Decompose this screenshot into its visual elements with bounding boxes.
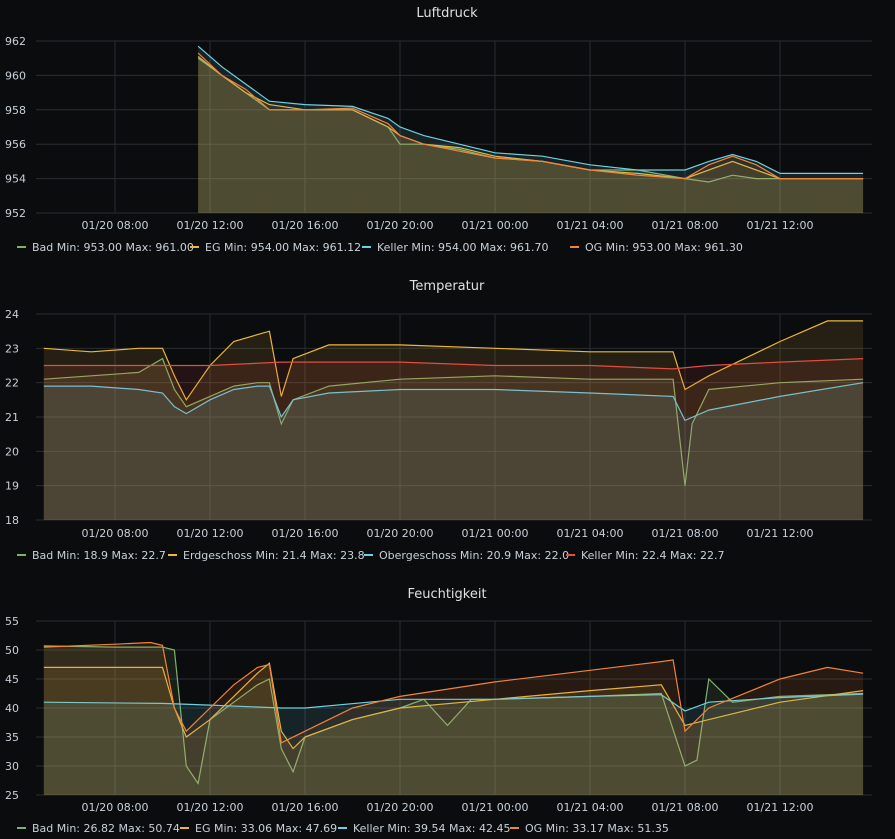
legend-item-og[interactable]: OG Min: 953.00 Max: 961.30: [585, 241, 743, 254]
x-tick-label: 01/21 00:00: [462, 801, 529, 814]
y-tick-label: 55: [5, 615, 19, 628]
x-tick-label: 01/20 08:00: [82, 219, 149, 232]
legend-item-obergeschoss[interactable]: Obergeschoss Min: 20.9 Max: 22.0: [379, 549, 569, 562]
legend-item-keller[interactable]: Keller Min: 954.00 Max: 961.70: [377, 241, 548, 254]
series-area-bad: [198, 58, 864, 214]
y-tick-label: 962: [5, 35, 26, 48]
x-tick-label: 01/20 20:00: [367, 527, 434, 540]
x-tick-label: 01/20 12:00: [177, 801, 244, 814]
y-tick-label: 35: [5, 731, 19, 744]
y-tick-label: 24: [5, 308, 19, 321]
x-tick-label: 01/20 20:00: [367, 219, 434, 232]
legend-item-erdgeschoss[interactable]: Erdgeschoss Min: 21.4 Max: 23.8: [183, 549, 365, 562]
chart-title: Temperatur: [409, 279, 485, 294]
x-tick-label: 01/20 12:00: [177, 527, 244, 540]
x-tick-label: 01/21 04:00: [557, 219, 624, 232]
x-tick-label: 01/20 16:00: [272, 801, 339, 814]
series-line-erdgeschoss: [43, 320, 864, 401]
x-tick-label: 01/21 12:00: [747, 527, 814, 540]
x-tick-label: 01/20 08:00: [82, 527, 149, 540]
series-area-bad: [43, 645, 864, 795]
series-area-og: [198, 53, 864, 213]
x-tick-label: 01/21 00:00: [462, 527, 529, 540]
y-tick-label: 18: [5, 514, 19, 527]
y-tick-label: 952: [5, 207, 26, 220]
x-tick-label: 01/21 04:00: [557, 801, 624, 814]
legend-item-eg[interactable]: EG Min: 954.00 Max: 961.12: [205, 241, 361, 254]
legend-item-bad[interactable]: Bad Min: 18.9 Max: 22.7: [32, 549, 166, 562]
y-tick-label: 19: [5, 480, 19, 493]
x-tick-label: 01/20 16:00: [272, 527, 339, 540]
series-line-bad: [43, 357, 864, 486]
series-area-bad: [43, 358, 864, 520]
legend-item-eg[interactable]: EG Min: 33.06 Max: 47.69: [195, 822, 337, 835]
x-tick-label: 01/20 20:00: [367, 801, 434, 814]
legend-item-bad[interactable]: Bad Min: 953.00 Max: 961.00: [32, 241, 194, 254]
y-tick-label: 20: [5, 445, 19, 458]
chart-panel-1: Temperatur 18 19 20 21 22 23 24 01/20 08:00 01/20…: [5, 279, 872, 562]
y-tick-label: 22: [5, 377, 19, 390]
legend-item-keller[interactable]: Keller Min: 39.54 Max: 42.45: [353, 822, 510, 835]
series-area-eg: [198, 56, 864, 213]
legend-item-og[interactable]: OG Min: 33.17 Max: 51.35: [525, 822, 669, 835]
x-tick-label: 01/21 08:00: [652, 219, 719, 232]
y-tick-label: 50: [5, 644, 19, 657]
y-tick-label: 960: [5, 69, 26, 82]
x-tick-label: 01/20 16:00: [272, 219, 339, 232]
series-area-erdgeschoss: [43, 320, 864, 520]
y-tick-label: 954: [5, 173, 26, 186]
series-area-og: [43, 642, 864, 795]
x-tick-label: 01/21 08:00: [652, 527, 719, 540]
series-area-eg: [43, 663, 864, 795]
y-tick-label: 30: [5, 760, 19, 773]
series-area-keller: [43, 694, 864, 795]
chart-panel-2: Feuchtigkeit 25 30 35 40 45 50 55 01/20 08:00 01/…: [5, 587, 872, 835]
series-area-keller: [43, 358, 864, 520]
x-tick-label: 01/21 08:00: [652, 801, 719, 814]
y-tick-label: 25: [5, 789, 19, 802]
x-tick-label: 01/20 08:00: [82, 801, 149, 814]
x-tick-label: 01/21 12:00: [747, 801, 814, 814]
y-tick-label: 23: [5, 342, 19, 355]
y-tick-label: 956: [5, 138, 26, 151]
x-tick-label: 01/21 12:00: [747, 219, 814, 232]
y-tick-label: 45: [5, 673, 19, 686]
y-tick-label: 21: [5, 411, 19, 424]
chart-title: Luftdruck: [416, 6, 478, 21]
chart-panel-0: Luftdruck 952 954 956 958 960 962 01/20 08:00 01…: [5, 6, 872, 254]
chart-title: Feuchtigkeit: [407, 587, 486, 602]
x-tick-label: 01/21 00:00: [462, 219, 529, 232]
series-area-obergeschoss: [43, 382, 864, 520]
legend-item-bad[interactable]: Bad Min: 26.82 Max: 50.74: [32, 822, 180, 835]
y-tick-label: 40: [5, 702, 19, 715]
y-tick-label: 958: [5, 104, 26, 117]
legend-item-keller[interactable]: Keller Min: 22.4 Max: 22.7: [581, 549, 724, 562]
x-tick-label: 01/20 12:00: [177, 219, 244, 232]
x-tick-label: 01/21 04:00: [557, 527, 624, 540]
